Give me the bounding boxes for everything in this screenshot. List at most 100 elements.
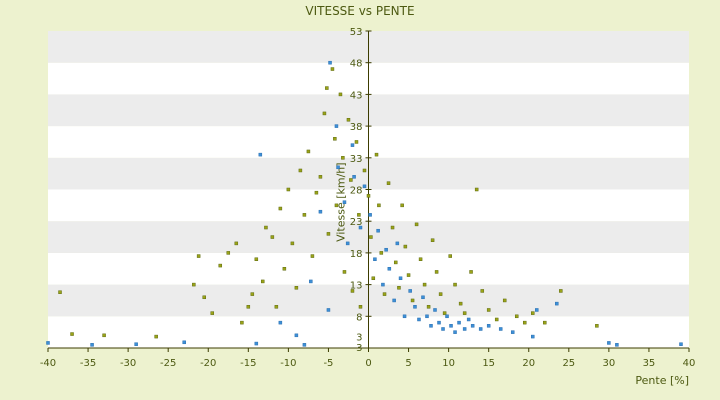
- x-tick-label: 25: [562, 358, 575, 369]
- scatter-point: [531, 334, 535, 339]
- axes: [47, 30, 690, 352]
- y-tick-label: 43: [350, 90, 363, 101]
- scatter-point: [302, 213, 307, 217]
- scatter-point: [333, 137, 337, 141]
- scatter-point: [260, 279, 265, 284]
- scatter-point: [437, 320, 441, 325]
- scatter-point: [386, 181, 391, 185]
- y-tick-label: 3: [356, 333, 362, 344]
- scatter-point: [358, 225, 363, 230]
- scatter-point: [210, 311, 215, 315]
- x-tick-label: 15: [482, 358, 495, 369]
- scatter-point: [302, 343, 307, 347]
- x-tick-label: 0: [365, 358, 371, 369]
- scatter-point: [254, 257, 259, 261]
- scatter-point: [453, 282, 457, 287]
- scatter-point: [264, 225, 268, 230]
- scatter-point: [510, 330, 515, 334]
- x-tick-label: -25: [160, 358, 176, 369]
- scatter-point: [615, 343, 619, 347]
- scatter-point: [350, 289, 355, 293]
- scatter-point: [392, 298, 396, 303]
- x-tick-label: -5: [323, 358, 333, 369]
- scatter-point: [413, 305, 417, 309]
- scatter-point: [410, 298, 415, 303]
- scatter-point: [192, 282, 196, 287]
- scatter-point: [406, 273, 411, 277]
- scatter-point: [559, 289, 563, 293]
- scatter-point: [314, 190, 319, 195]
- y-tick-label: 53: [350, 27, 363, 38]
- x-tick-label: -35: [80, 358, 96, 369]
- x-tick-label: 10: [442, 358, 455, 369]
- scatter-point: [449, 324, 453, 328]
- scatter-point: [358, 305, 363, 309]
- scatter-point: [466, 317, 471, 322]
- scatter-point: [134, 342, 138, 346]
- scatter-point: [535, 308, 539, 312]
- scatter-point: [334, 124, 339, 128]
- y-tick-label: 3: [356, 343, 362, 354]
- scatter-point: [403, 244, 408, 249]
- scatter-point: [294, 333, 299, 338]
- scatter-point: [418, 257, 423, 261]
- scatter-point: [309, 279, 313, 284]
- scatter-point: [246, 305, 251, 309]
- scatter-point: [462, 311, 467, 315]
- scatter-point: [400, 203, 404, 208]
- scatter-point: [278, 320, 283, 325]
- scatter-point: [458, 301, 463, 306]
- y-tick-label: 8: [356, 312, 362, 323]
- scatter-point: [679, 342, 683, 346]
- scatter-point: [395, 241, 400, 246]
- scatter-point: [462, 327, 467, 331]
- x-tick-label: -20: [200, 358, 216, 369]
- scatter-point: [441, 327, 445, 331]
- scatter-point: [341, 156, 345, 160]
- scatter-point: [306, 149, 311, 154]
- scatter-point: [202, 295, 206, 300]
- x-tick-label: -30: [120, 358, 136, 369]
- x-tick-label: -10: [280, 358, 296, 369]
- scatter-point: [371, 276, 376, 281]
- scatter-point: [298, 168, 303, 173]
- scatter-point: [345, 241, 350, 246]
- scatter-point: [350, 143, 355, 147]
- scatter-point: [182, 340, 186, 345]
- scatter-point: [369, 235, 373, 239]
- scatter-point: [318, 175, 323, 179]
- scatter-point: [368, 213, 372, 217]
- scatter-point: [414, 222, 419, 227]
- scatter-point: [470, 324, 475, 328]
- scatter-point: [397, 286, 401, 290]
- scatter-point: [390, 225, 395, 230]
- scatter-point: [374, 152, 379, 157]
- scatter-point: [362, 184, 367, 189]
- scatter-point: [434, 270, 439, 274]
- scatter-point: [377, 203, 381, 208]
- data-points: [46, 60, 683, 347]
- scatter-point: [102, 333, 106, 338]
- y-tick-label: 38: [350, 122, 363, 133]
- y-axis-title-group: Vitesse [km/h]: [335, 162, 348, 242]
- scatter-point: [338, 92, 343, 97]
- y-tick-label: 33: [350, 154, 363, 165]
- x-tick-label: -15: [240, 358, 256, 369]
- scatter-point: [278, 206, 283, 211]
- scatter-point: [453, 330, 457, 334]
- tick-labels: -40 -35 -30 -25 -20 -15 -10 -5 0 5 10 15 20 25 30 35 40 3…: [40, 27, 696, 369]
- x-axis-title: Pente [%]: [635, 374, 689, 387]
- scatter-point: [387, 267, 392, 271]
- y-axis-title: Vitesse [km/h]: [335, 162, 348, 242]
- scatter-point: [254, 341, 259, 346]
- scatter-point: [531, 311, 535, 315]
- scatter-point: [543, 320, 547, 325]
- scatter-point: [486, 308, 491, 312]
- scatter-point: [362, 168, 367, 173]
- scatter-point: [480, 289, 485, 293]
- scatter-point: [445, 314, 449, 319]
- scatter-point: [382, 292, 387, 296]
- scatter-point: [498, 327, 503, 331]
- scatter-point: [514, 314, 519, 319]
- scatter-point: [318, 209, 323, 214]
